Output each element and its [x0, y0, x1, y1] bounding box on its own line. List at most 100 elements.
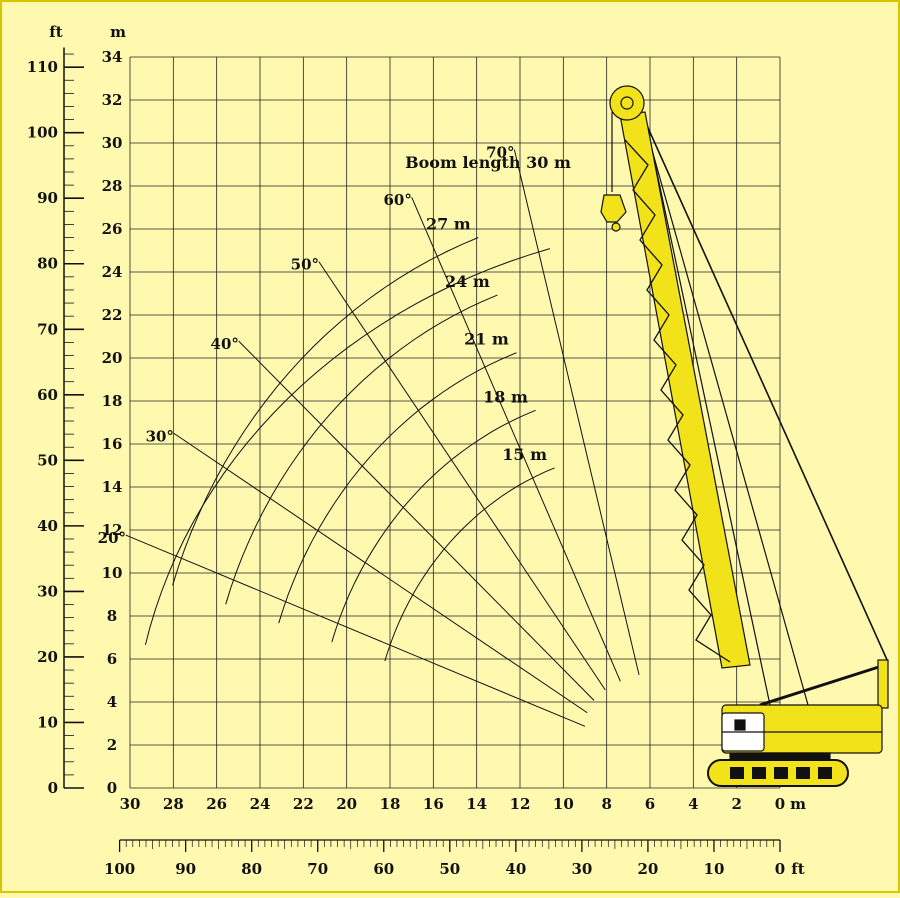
x-axis-unit-ft: ft — [791, 860, 804, 878]
chart-labels: ft m Boom length 30 m m ft 0246810121416… — [27, 23, 806, 878]
y-tick-label-m: 12 — [102, 521, 123, 539]
x-tick-label-m: 14 — [466, 795, 487, 813]
hoist-rope-2 — [649, 139, 771, 706]
carbody — [729, 752, 831, 761]
chart-grid — [63, 47, 781, 852]
y-tick-label-ft: 90 — [37, 189, 58, 207]
y-tick-label-ft: 100 — [27, 124, 58, 142]
y-axis-unit-ft: ft — [49, 23, 62, 41]
a-frame — [759, 663, 886, 707]
x-tick-label-ft: 90 — [175, 860, 196, 878]
y-tick-label-ft: 70 — [37, 320, 58, 338]
y-tick-label-m: 14 — [102, 478, 123, 496]
chart-title: Boom length 30 m — [405, 153, 571, 172]
x-tick-label-m: 22 — [293, 795, 314, 813]
y-tick-label-m: 8 — [107, 607, 117, 625]
x-tick-label-ft: 40 — [505, 860, 526, 878]
y-tick-label-m: 28 — [102, 177, 123, 195]
boom-pendant-line — [639, 109, 889, 663]
radius-arc — [331, 409, 536, 643]
angle-line — [238, 340, 595, 701]
x-tick-label-m: 10 — [553, 795, 574, 813]
angle-label: 40° — [211, 335, 239, 353]
angle-label: 30° — [146, 427, 174, 445]
x-tick-label-ft: 80 — [241, 860, 262, 878]
y-tick-label-ft: 80 — [37, 255, 58, 273]
radius-label: 18 m — [483, 387, 528, 406]
y-tick-label-ft: 60 — [37, 386, 58, 404]
x-tick-label-ft: 30 — [571, 860, 592, 878]
x-tick-label-m: 16 — [423, 795, 444, 813]
x-tick-label-m: 8 — [601, 795, 611, 813]
radius-arc — [225, 294, 498, 605]
y-tick-label-ft: 50 — [37, 451, 58, 469]
y-tick-label-m: 20 — [102, 349, 123, 367]
y-axis-unit-m: m — [110, 23, 126, 41]
x-tick-label-m: 0 — [775, 795, 785, 813]
x-tick-label-m: 18 — [380, 795, 401, 813]
angle-label: 60° — [383, 191, 411, 209]
y-tick-label-m: 24 — [102, 263, 123, 281]
x-tick-label-ft: 100 — [104, 860, 135, 878]
angle-line — [125, 534, 586, 727]
x-tick-label-m: 12 — [510, 795, 531, 813]
y-tick-label-m: 34 — [102, 48, 123, 66]
crawler-crane-illustration — [600, 85, 889, 787]
y-tick-label-m: 2 — [107, 736, 117, 754]
cab-window — [734, 719, 746, 731]
y-tick-label-ft: 0 — [48, 779, 58, 797]
radius-label: 27 m — [426, 215, 471, 234]
angle-line — [173, 432, 588, 714]
x-axis-unit-m: m — [790, 795, 806, 813]
range-curves — [125, 149, 640, 727]
track-rollers — [730, 767, 832, 779]
radius-label: 15 m — [502, 445, 547, 464]
x-tick-label-ft: 50 — [439, 860, 460, 878]
hook-block — [600, 194, 627, 223]
y-tick-label-m: 18 — [102, 392, 123, 410]
angle-label: 70° — [486, 144, 514, 162]
x-tick-label-ft: 70 — [307, 860, 328, 878]
y-tick-label-m: 4 — [107, 693, 117, 711]
y-tick-label-ft: 20 — [37, 648, 58, 666]
y-tick-label-ft: 10 — [37, 713, 58, 731]
x-tick-label-ft: 10 — [704, 860, 725, 878]
y-tick-label-m: 10 — [102, 564, 123, 582]
angle-label: 50° — [291, 256, 319, 274]
radius-label: 24 m — [445, 272, 490, 291]
x-tick-label-ft: 60 — [373, 860, 394, 878]
angle-line — [318, 261, 606, 691]
angle-label: 20° — [98, 529, 126, 547]
x-tick-label-m: 6 — [645, 795, 655, 813]
boom-lacing — [624, 139, 731, 663]
y-tick-label-m: 0 — [107, 779, 117, 797]
envelope-arc — [144, 248, 551, 646]
sheave-hub — [620, 96, 634, 110]
radius-arc — [384, 467, 555, 662]
x-tick-label-m: 20 — [336, 795, 357, 813]
y-tick-label-m: 30 — [102, 134, 123, 152]
x-tick-label-ft: 20 — [637, 860, 658, 878]
x-tick-label-m: 30 — [120, 795, 141, 813]
y-tick-label-ft: 40 — [37, 517, 58, 535]
x-tick-label-m: 24 — [250, 795, 271, 813]
y-tick-label-m: 26 — [102, 220, 123, 238]
angle-line — [513, 149, 640, 676]
hoist-rope — [644, 124, 809, 706]
gantry-post — [877, 659, 889, 709]
hook — [611, 222, 621, 232]
x-tick-label-ft: 0 — [775, 860, 785, 878]
x-tick-label-m: 4 — [688, 795, 698, 813]
x-tick-label-m: 28 — [163, 795, 184, 813]
y-tick-label-m: 32 — [102, 91, 123, 109]
radius-label: 21 m — [464, 330, 509, 349]
x-tick-label-m: 2 — [731, 795, 741, 813]
y-tick-label-ft: 110 — [27, 58, 58, 76]
x-tick-label-m: 26 — [206, 795, 227, 813]
y-tick-label-m: 6 — [107, 650, 117, 668]
y-tick-label-ft: 30 — [37, 582, 58, 600]
y-tick-label-m: 16 — [102, 435, 123, 453]
y-tick-label-m: 22 — [102, 306, 123, 324]
